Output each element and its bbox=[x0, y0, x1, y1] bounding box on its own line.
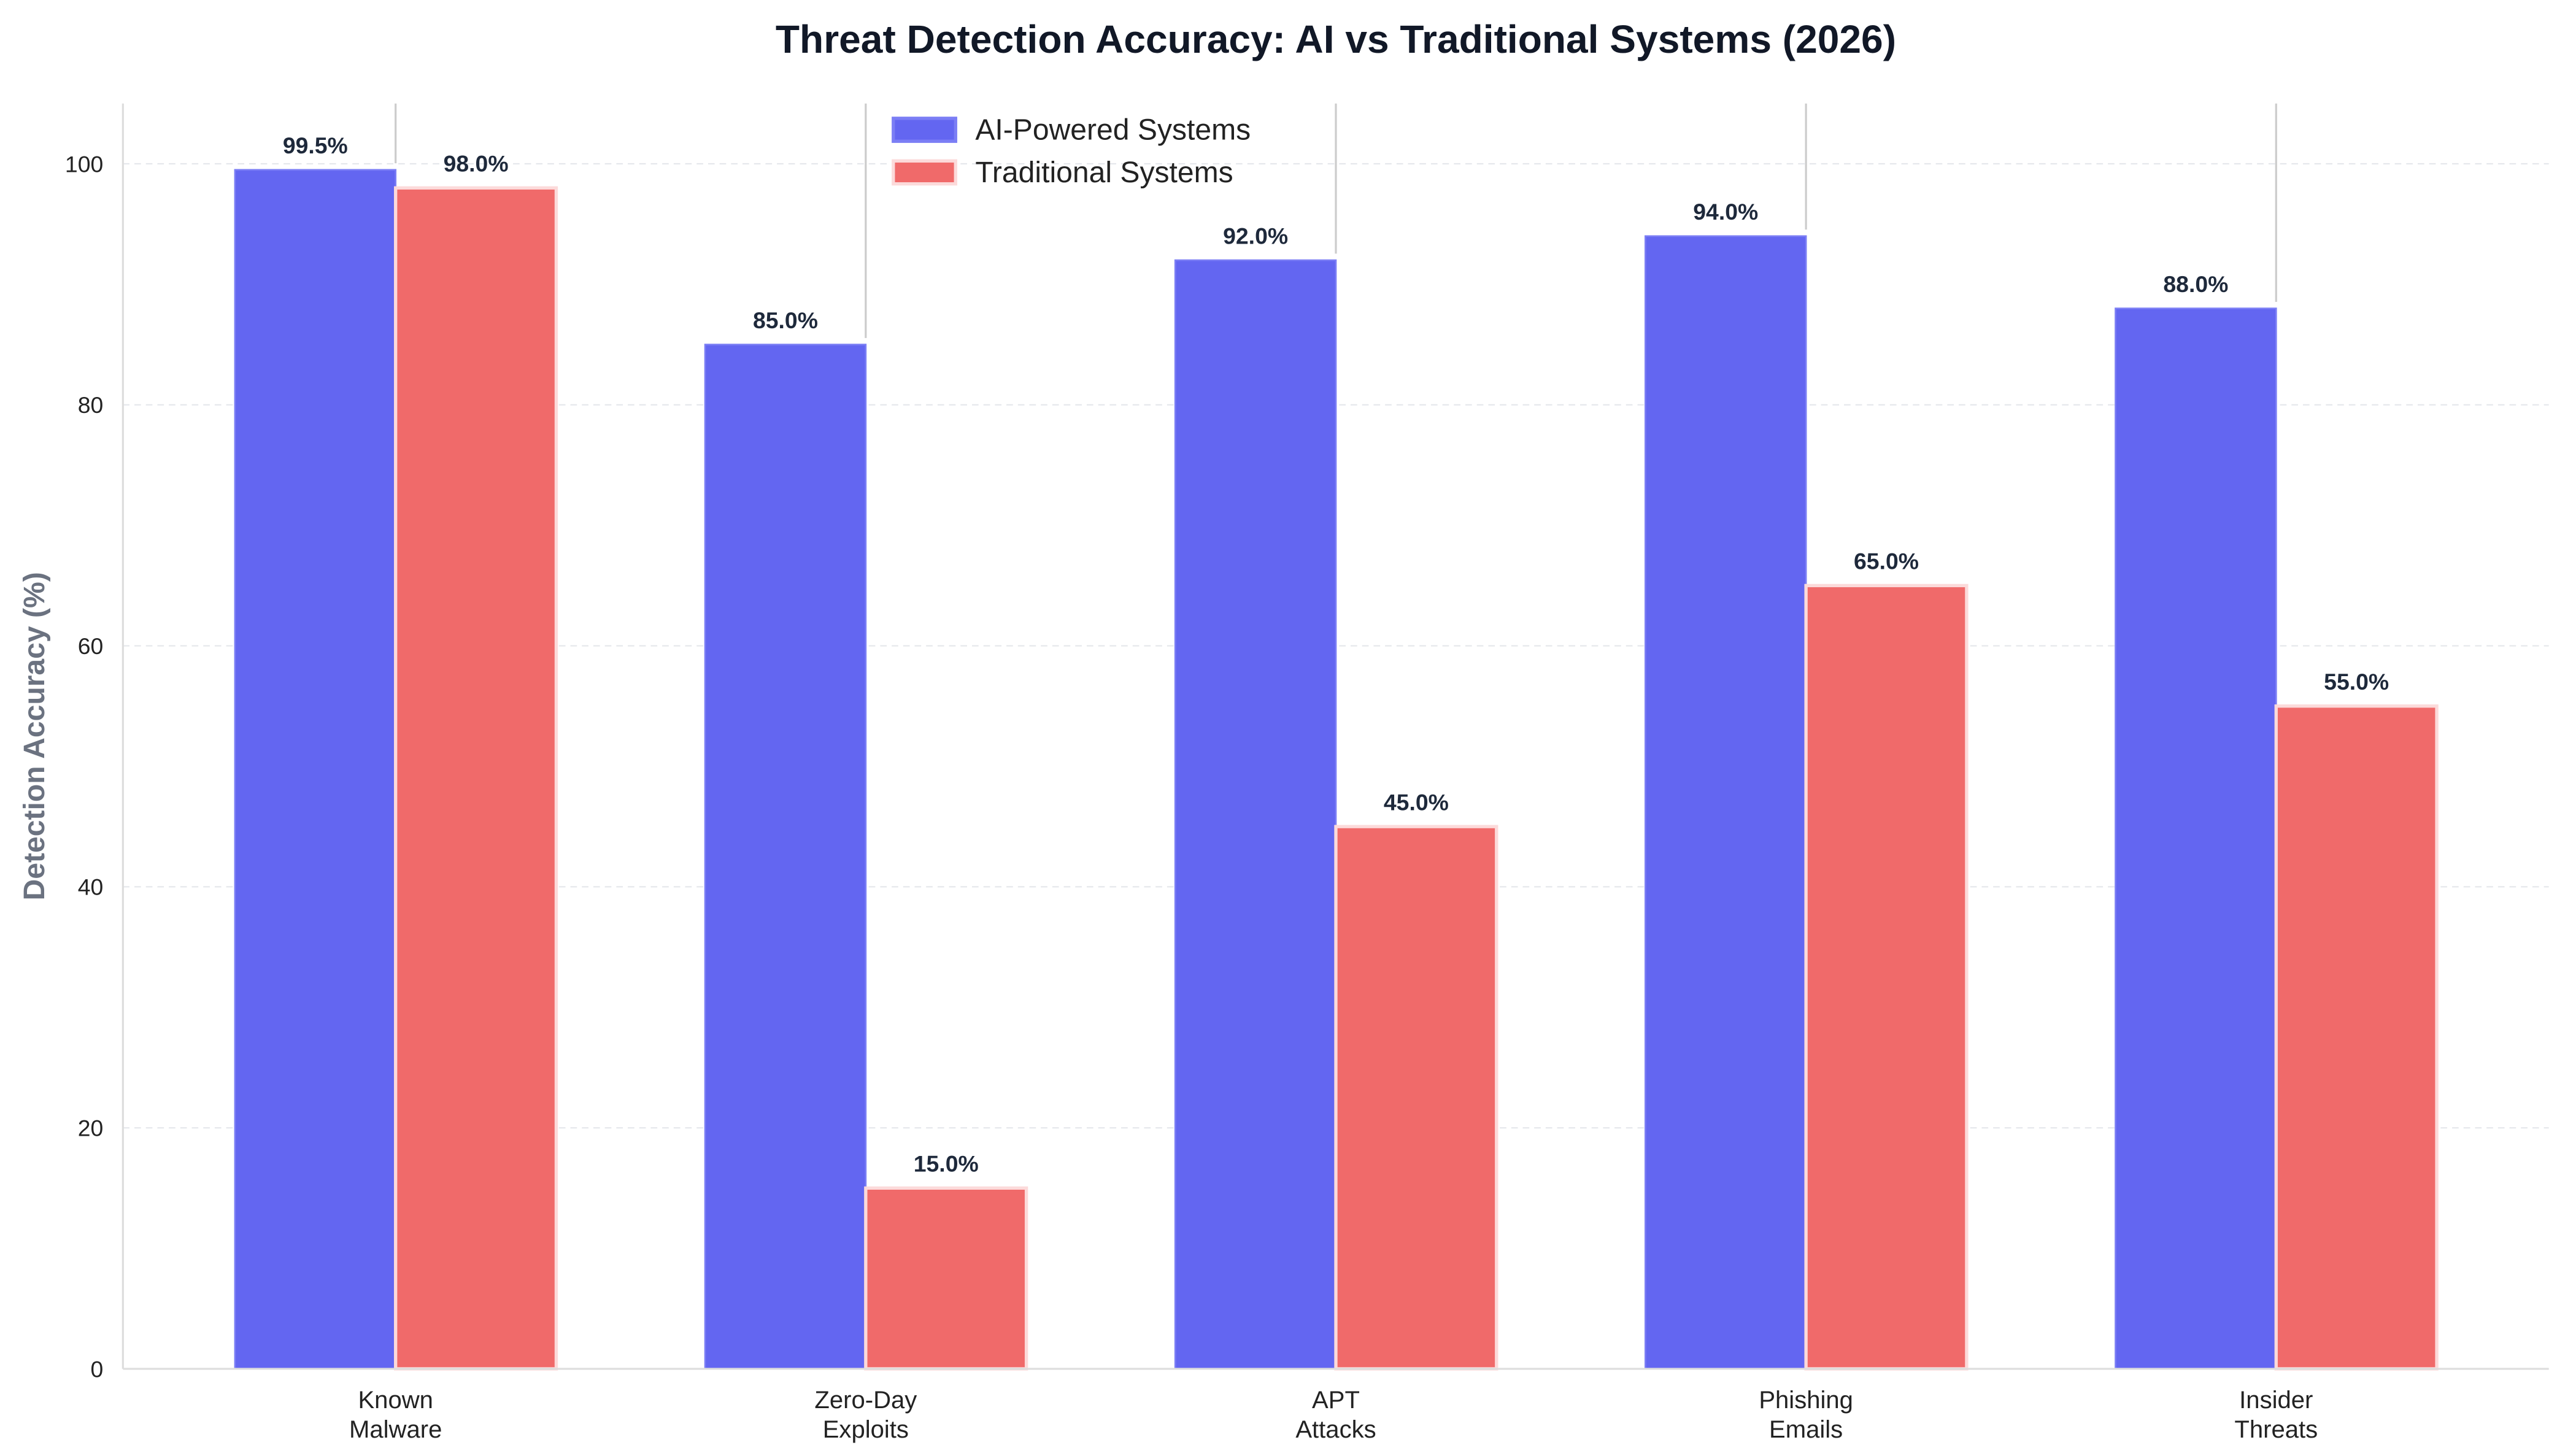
chart-title: Threat Detection Accuracy: AI vs Traditi… bbox=[776, 17, 1896, 61]
y-tick-label: 20 bbox=[78, 1115, 104, 1141]
x-tick-label: Malware bbox=[349, 1416, 442, 1443]
x-tick-label: Zero-Day bbox=[814, 1387, 917, 1414]
data-label: 94.0% bbox=[1693, 199, 1758, 225]
legend-label: Traditional Systems bbox=[975, 156, 1233, 189]
data-label: 99.5% bbox=[283, 133, 348, 158]
y-tick-label: 80 bbox=[78, 392, 104, 418]
legend-swatch bbox=[892, 159, 957, 186]
data-label: 88.0% bbox=[2163, 271, 2228, 297]
y-tick-label: 60 bbox=[78, 633, 104, 659]
x-tick-label: Exploits bbox=[823, 1416, 909, 1443]
data-label: 98.0% bbox=[444, 151, 509, 177]
x-tick-label: APT bbox=[1312, 1387, 1360, 1414]
data-label: 15.0% bbox=[914, 1151, 979, 1177]
bar bbox=[394, 186, 558, 1371]
bar bbox=[234, 169, 397, 1370]
data-label: 45.0% bbox=[1384, 789, 1449, 815]
x-tick-label: Insider bbox=[2239, 1387, 2313, 1414]
data-label: 55.0% bbox=[2324, 669, 2389, 695]
x-tick-label: Emails bbox=[1769, 1416, 1843, 1443]
bar bbox=[2274, 704, 2439, 1371]
y-tick-label: 40 bbox=[78, 874, 104, 900]
bar bbox=[864, 1186, 1028, 1371]
bar bbox=[1645, 235, 1807, 1370]
bar bbox=[1174, 259, 1337, 1370]
bar bbox=[2115, 307, 2277, 1370]
legend-swatch bbox=[892, 117, 957, 143]
data-label: 85.0% bbox=[753, 307, 818, 333]
data-label: 92.0% bbox=[1223, 223, 1288, 248]
legend: AI-Powered Systems Traditional Systems bbox=[892, 114, 1251, 189]
x-tick-label: Phishing bbox=[1759, 1387, 1853, 1414]
y-axis-label: Detection Accuracy (%) bbox=[18, 572, 51, 900]
bar bbox=[1334, 825, 1498, 1371]
y-tick-label: 100 bbox=[65, 151, 103, 177]
bar bbox=[1804, 584, 1969, 1371]
data-label: 65.0% bbox=[1854, 549, 1919, 574]
x-tick-label: Threats bbox=[2234, 1416, 2318, 1443]
x-tick-label: Attacks bbox=[1295, 1416, 1376, 1443]
legend-label: AI-Powered Systems bbox=[975, 114, 1251, 147]
x-tick-label: Known bbox=[358, 1387, 433, 1414]
bar bbox=[704, 344, 867, 1370]
y-tick-label: 0 bbox=[90, 1356, 103, 1382]
